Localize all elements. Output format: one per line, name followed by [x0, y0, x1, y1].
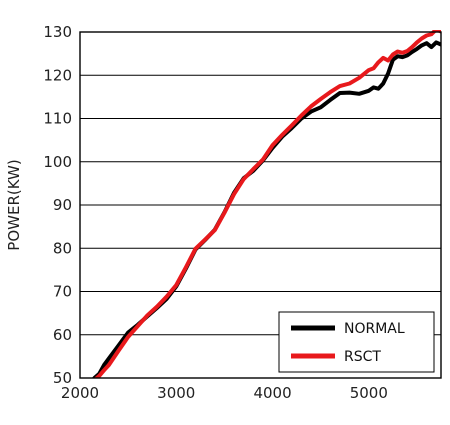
plot-frame [79, 31, 442, 379]
legend: NORMAL RSCT [278, 311, 435, 373]
x-tick-5000: 5000 [350, 384, 388, 402]
y-tick-100: 100 [43, 153, 72, 171]
y-tick-60: 60 [53, 326, 72, 344]
y-tick-90: 90 [53, 196, 72, 214]
grid-layer [80, 74, 441, 336]
legend-box [278, 311, 435, 373]
y-tick-70: 70 [53, 283, 72, 301]
y-tick-80: 80 [53, 239, 72, 257]
legend-label-normal: NORMAL [344, 321, 405, 337]
x-tick-4000: 4000 [253, 384, 291, 402]
y-tick-130: 130 [43, 23, 72, 41]
y-tick-labels: 50 60 70 80 90 100 110 120 130 [43, 23, 72, 387]
y-tick-120: 120 [43, 66, 72, 84]
series-layer [92, 30, 441, 378]
series-line-rsct [93, 30, 441, 378]
x-tick-2000: 2000 [61, 384, 99, 402]
y-tick-50: 50 [53, 369, 72, 387]
y-tick-110: 110 [43, 110, 72, 128]
x-tick-3000: 3000 [157, 384, 195, 402]
y-axis-label: POWER(KW) [5, 159, 23, 250]
x-tick-labels: 2000 3000 4000 5000 [61, 384, 388, 402]
legend-label-rsct: RSCT [344, 349, 381, 365]
